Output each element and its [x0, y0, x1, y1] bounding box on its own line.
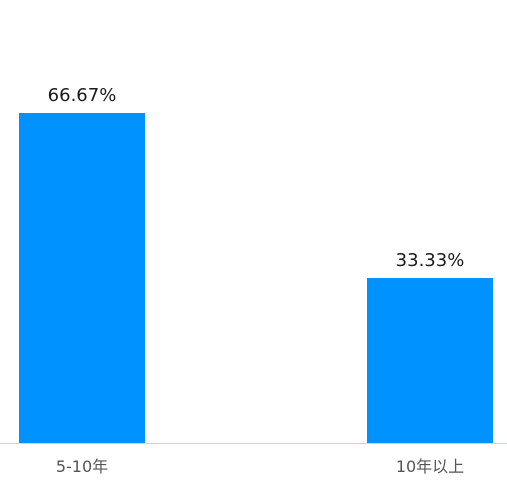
bars-layer	[19, 113, 493, 443]
bar-1	[367, 278, 493, 443]
bar-0	[19, 113, 145, 443]
bar-value-label-0: 66.67%	[48, 85, 117, 106]
x-tick-label-0: 5-10年	[56, 457, 108, 476]
x-tick-labels: 5-10年 10年以上	[56, 457, 464, 476]
x-tick-label-1: 10年以上	[396, 457, 464, 476]
bar-value-label-1: 33.33%	[396, 250, 465, 271]
labels-layer: 66.67% 33.33%	[48, 85, 465, 271]
